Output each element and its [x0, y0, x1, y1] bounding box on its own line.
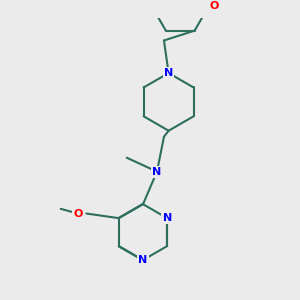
Text: N: N	[164, 68, 173, 78]
Text: N: N	[138, 255, 148, 265]
Text: O: O	[73, 208, 83, 218]
Text: O: O	[210, 1, 219, 10]
Text: N: N	[152, 167, 162, 177]
Text: N: N	[163, 213, 172, 223]
